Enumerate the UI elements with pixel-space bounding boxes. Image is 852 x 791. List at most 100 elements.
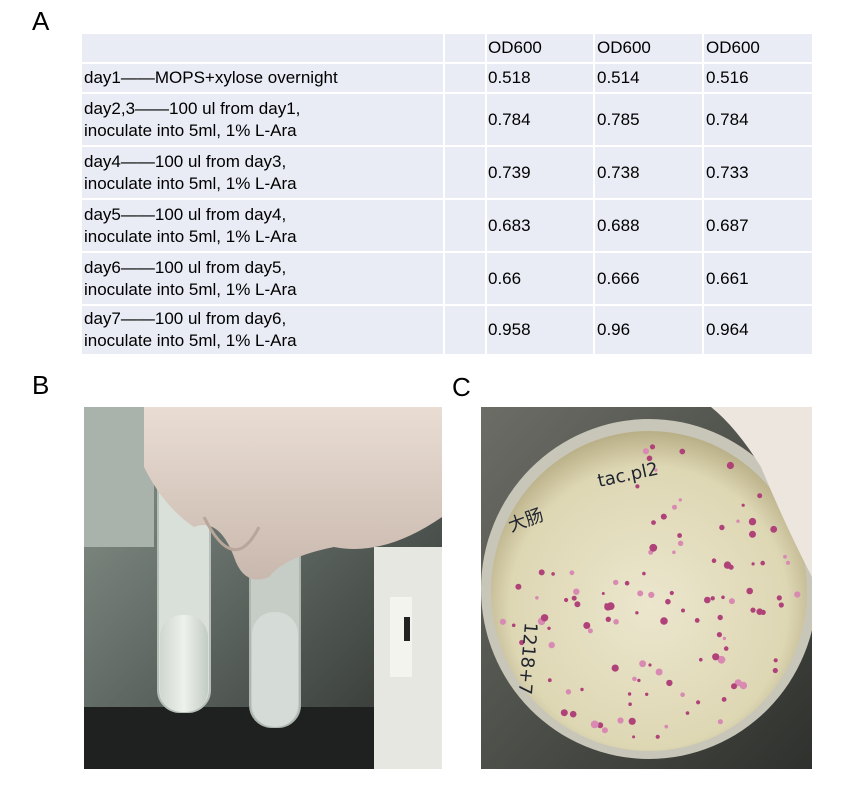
colony [681,608,685,613]
od600-value: 0.683 [488,215,531,235]
colony [719,524,725,531]
colony [748,517,757,526]
colony [571,595,577,601]
colony [746,587,753,595]
colony [728,598,735,605]
colony [649,543,658,552]
colony [704,596,711,604]
od600-value: 0.516 [706,68,749,87]
colony [723,561,732,569]
colony [548,641,555,649]
colony [660,617,668,625]
colony [590,720,599,729]
colony [655,668,663,676]
colony [574,601,581,608]
colony [646,455,653,462]
od600-value: 0.739 [488,162,531,182]
colony [751,562,755,566]
colony [601,727,608,734]
colony [666,679,673,687]
od600-value: 0.784 [706,109,749,129]
colony [669,590,674,596]
colony [632,676,637,682]
table-header-row: OD600 OD600 OD600 [82,34,812,62]
row-divider [82,251,812,253]
colony [717,655,726,664]
colony [564,597,569,603]
colony [717,719,723,725]
colony [499,618,506,625]
header-cell-od600-rep3: OD600 [706,38,760,57]
colony [573,588,580,595]
colony [580,687,584,692]
panel-label-b: B [32,370,50,400]
colony [515,583,522,590]
colony [613,619,619,625]
table-row: day7——100 ul from day6, inoculate into 5m… [82,306,812,354]
colony [721,697,727,702]
colony [711,558,717,563]
colony [649,444,656,450]
colony [635,484,640,489]
colony [694,618,700,623]
colony [538,569,545,576]
od600-value: 0.518 [488,68,531,87]
row-divider [82,198,812,200]
od600-value: 0.958 [488,320,531,339]
colony [637,590,644,597]
colony [731,683,737,690]
colony [628,717,636,725]
colony [679,448,686,455]
colony [611,664,619,672]
colony [716,632,722,638]
od600-value: 0.738 [597,162,640,182]
colony [605,616,611,622]
colony [722,636,727,641]
colony [672,504,677,510]
colony [770,525,778,533]
colony [604,603,612,611]
colony [772,667,778,674]
colony [651,520,656,525]
od600-value: 0.96 [597,320,631,339]
colony [642,448,649,455]
colony [511,623,516,628]
colony [672,550,676,555]
colony [665,598,671,605]
colony [637,678,641,683]
od600-value: 0.964 [706,320,749,339]
od600-table: OD600 OD600 OD600 day1——MOPS+xylose over… [82,34,812,354]
colony [678,498,682,502]
glove-finger [711,407,812,577]
row-divider [82,92,812,94]
colony [560,709,568,717]
colony [717,614,723,621]
row-divider [82,304,812,306]
colony [519,639,525,646]
colony [624,580,630,586]
colony [794,591,801,598]
colony [648,591,655,598]
colony [601,592,605,595]
row-divider [82,145,812,147]
od600-value: 0.688 [597,215,640,235]
colony [721,595,725,600]
colony [760,560,765,566]
colony [639,660,646,668]
table-row: day6——100 ul from day5, inoculate into 5m… [82,253,812,304]
colony [547,626,551,630]
colony [645,692,649,696]
od600-value: 0.666 [597,268,640,288]
colony [565,689,572,695]
colony [785,560,791,565]
petri-dish-photo: tac.pl2 大肠 1218+7 [481,407,812,769]
colony [723,646,729,651]
colony [696,700,701,705]
colony-group [499,444,801,739]
colony [741,503,745,507]
colony [685,711,690,715]
od600-value: 0.514 [597,68,640,87]
colony [587,628,593,634]
colony [642,571,646,576]
colony [677,540,684,546]
